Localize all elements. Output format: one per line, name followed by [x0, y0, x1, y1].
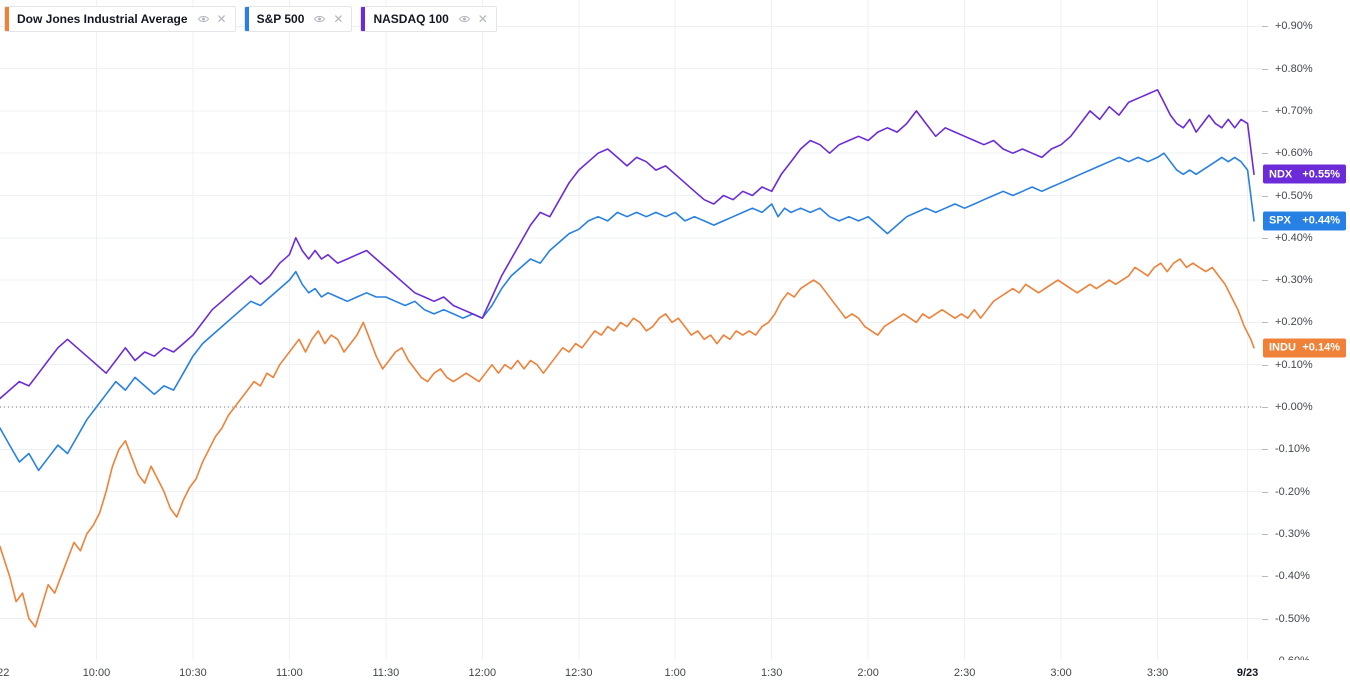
- price-axis-label: +0.40%: [1275, 231, 1313, 244]
- price-axis[interactable]: +0.90% +0.80% +0.70% +0.60% +0.50% +0.40% +0.3…: [1262, 0, 1350, 667]
- badge-value: +0.44%: [1302, 214, 1340, 227]
- plot-area[interactable]: Dow Jones Industrial Average ✕ S&P 500 ✕ NAS…: [0, 0, 1262, 660]
- badge-symbol: INDU: [1269, 341, 1296, 354]
- price-axis-label: -0.50%: [1275, 612, 1310, 625]
- price-axis-label: +0.20%: [1275, 316, 1313, 329]
- chart-canvas[interactable]: [0, 0, 1262, 660]
- price-axis-tick: [1262, 364, 1268, 366]
- time-axis-label: 9/23: [1236, 667, 1259, 679]
- badge-value: +0.14%: [1302, 341, 1340, 354]
- series-color-bar: [5, 7, 9, 31]
- badge-symbol: SPX: [1269, 214, 1292, 227]
- badge-value: +0.55%: [1302, 168, 1340, 181]
- time-axis-label: 1:30: [760, 667, 783, 679]
- series-color-bar: [244, 7, 249, 31]
- time-axis-label: 10:00: [82, 667, 111, 679]
- time-axis-label: 2:30: [953, 667, 976, 679]
- eye-icon[interactable]: [313, 13, 326, 25]
- price-axis-tick: [1262, 491, 1268, 493]
- close-icon[interactable]: ✕: [216, 12, 227, 26]
- time-axis-label: 2:00: [857, 667, 879, 679]
- legend-series-label: Dow Jones Industrial Average: [17, 12, 188, 26]
- price-axis-tick: [1262, 280, 1268, 282]
- price-axis-tick: [1262, 68, 1268, 70]
- time-axis-label: 1:00: [664, 667, 686, 679]
- price-axis-label: -0.10%: [1275, 443, 1310, 456]
- price-axis-label: +0.70%: [1275, 104, 1313, 117]
- time-axis-label: 12:30: [565, 667, 593, 679]
- price-axis-label: -0.20%: [1275, 485, 1310, 498]
- price-badge-spx[interactable]: SPX +0.44%: [1263, 211, 1346, 231]
- price-axis-tick: [1262, 576, 1268, 578]
- price-axis-label: +0.50%: [1275, 189, 1313, 202]
- price-axis-tick: [1262, 322, 1268, 324]
- time-axis-label: 12:00: [468, 667, 497, 679]
- series-line-spx[interactable]: [0, 152, 1255, 472]
- legend-series-label: S&P 500: [256, 12, 305, 26]
- legend-chip-ndx[interactable]: NASDAQ 100 ✕: [360, 6, 497, 32]
- close-icon[interactable]: ✕: [333, 12, 344, 26]
- price-axis-label: +0.30%: [1275, 274, 1313, 287]
- price-axis-label: +0.80%: [1275, 62, 1313, 75]
- price-axis-tick: [1262, 533, 1268, 535]
- price-axis-label: -0.30%: [1275, 527, 1310, 540]
- badge-symbol: NDX: [1269, 168, 1293, 181]
- time-axis-label: 3:00: [1050, 667, 1072, 679]
- price-axis-tick: [1262, 195, 1268, 197]
- axis-corner: [1262, 660, 1350, 687]
- series-color-bar: [361, 7, 366, 31]
- price-axis-tick: [1262, 110, 1268, 112]
- price-axis-label: +0.00%: [1275, 401, 1313, 413]
- time-axis[interactable]: 22 10:00 10:30 11:00 11:30 12:00 12:30 1:00 1:30…: [0, 660, 1262, 687]
- price-badge-indu[interactable]: INDU +0.14%: [1263, 338, 1346, 358]
- price-axis-tick: [1262, 449, 1268, 451]
- close-icon[interactable]: ✕: [477, 12, 488, 26]
- price-axis-tick: [1262, 618, 1268, 620]
- eye-icon[interactable]: [197, 13, 210, 25]
- legend-chip-indu[interactable]: Dow Jones Industrial Average ✕: [4, 6, 236, 32]
- eye-icon[interactable]: [458, 13, 471, 25]
- price-axis-label: -0.40%: [1275, 570, 1310, 583]
- price-axis-label: +0.60%: [1275, 147, 1313, 160]
- legend-chip-spx[interactable]: S&P 500 ✕: [243, 6, 353, 32]
- time-axis-label: 10:30: [179, 667, 207, 679]
- time-axis-label: 11:30: [372, 667, 400, 679]
- time-axis-label: 11:00: [276, 667, 303, 679]
- price-axis-tick: [1262, 407, 1268, 408]
- time-axis-label: 22: [0, 667, 10, 679]
- price-badge-ndx[interactable]: NDX +0.55%: [1263, 164, 1346, 184]
- price-axis-label: +0.90%: [1275, 20, 1313, 33]
- price-axis-tick: [1262, 237, 1268, 239]
- legend-series-label: NASDAQ 100: [373, 12, 449, 26]
- legend: Dow Jones Industrial Average ✕ S&P 500 ✕ NAS…: [4, 6, 497, 32]
- price-axis-label: +0.10%: [1275, 358, 1313, 371]
- series-line-ndx[interactable]: [0, 89, 1255, 400]
- price-axis-tick: [1262, 153, 1268, 155]
- time-axis-label: 3:30: [1146, 667, 1169, 679]
- series-line-indu[interactable]: [0, 258, 1255, 628]
- price-axis-tick: [1262, 26, 1268, 28]
